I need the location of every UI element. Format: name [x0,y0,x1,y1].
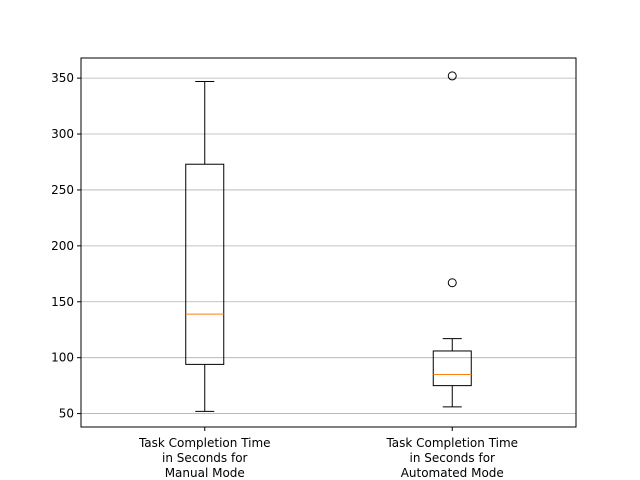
box-2 [432,71,472,408]
x-category-label-line: in Seconds for [410,451,496,465]
x-category-label-1: Task Completion Time in Seconds for Manual… [138,436,271,480]
y-tick-label-350: 350 [51,71,74,85]
axes [80,57,577,428]
grid-lines [81,77,576,414]
y-tick-label-100: 100 [51,351,74,365]
x-category-label-2: Task Completion Time in Seconds for Automa… [385,436,518,480]
plot-frame [80,57,577,428]
outlier-point-2 [447,71,457,81]
x-category-label-line: Manual Mode [165,466,245,480]
x-category-label-line: Automated Mode [401,466,504,480]
y-tick-label-300: 300 [51,127,74,141]
y-tick-label-50: 50 [59,407,74,421]
boxes [185,71,472,412]
x-category-label-line: Task Completion Time [385,436,518,450]
y-tick-label-150: 150 [51,295,74,309]
x-axis-category-labels: Task Completion Time in Seconds for Manual… [138,427,518,480]
y-tick-label-200: 200 [51,239,74,253]
outlier-point-1 [447,278,457,288]
y-tick-label-250: 250 [51,183,74,197]
y-axis-ticks: 50 100 150 200 250 300 350 [51,71,81,421]
x-category-label-line: in Seconds for [162,451,248,465]
iqr-box [185,163,225,365]
box-1 [185,80,225,412]
x-category-label-line: Task Completion Time [138,436,271,450]
iqr-box [432,350,472,387]
